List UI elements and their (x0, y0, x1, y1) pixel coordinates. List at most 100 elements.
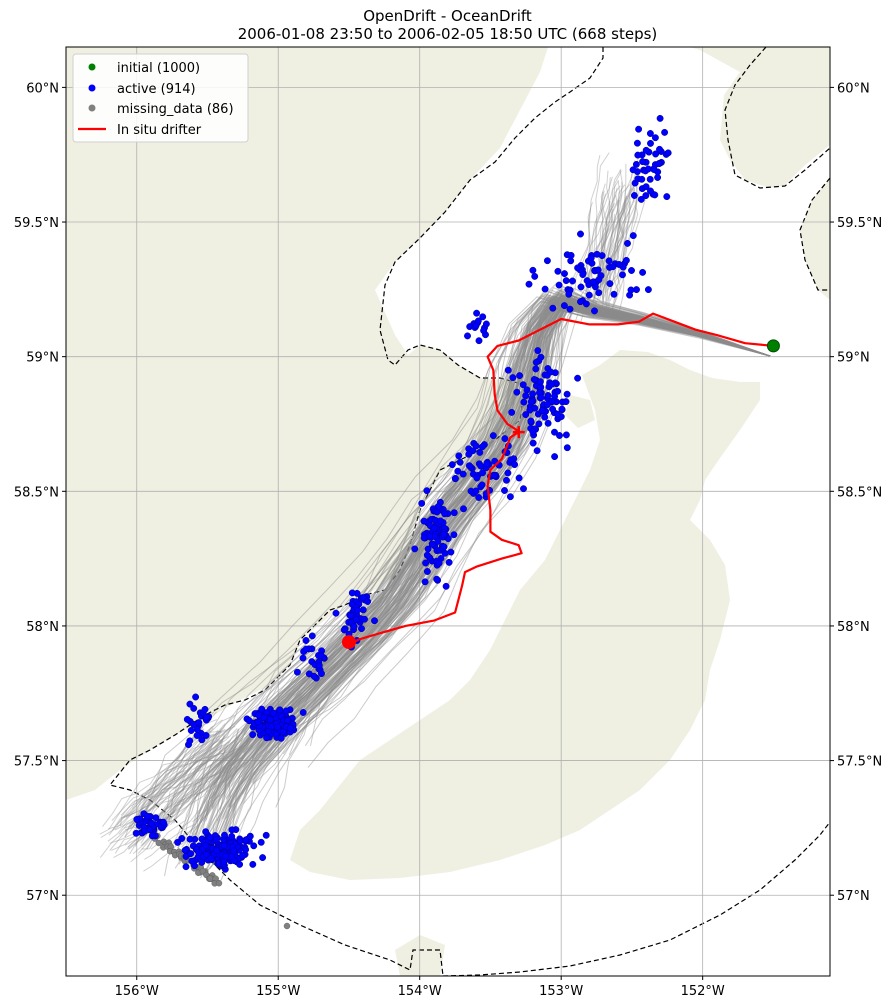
active-particle (262, 831, 270, 839)
active-particle (195, 719, 203, 727)
active-particle (555, 281, 563, 289)
active-particle (537, 394, 545, 402)
trajectory-line (587, 168, 622, 292)
active-particle (440, 531, 448, 539)
active-particle (520, 485, 527, 493)
missing-particle (215, 880, 223, 887)
trajectory-line (265, 289, 771, 724)
legend-label-active: active (914) (117, 82, 196, 97)
active-particle (501, 435, 509, 443)
legend-marker-initial (88, 63, 96, 71)
active-particle (652, 150, 660, 158)
active-particle (202, 828, 210, 836)
active-particle (629, 232, 637, 240)
legend-marker-missing (88, 104, 96, 112)
legend-box (72, 53, 249, 143)
active-particle (450, 531, 458, 539)
legend-label-initial: initial (1000) (117, 61, 200, 76)
active-particle (509, 374, 517, 382)
land-kodiak (290, 350, 760, 880)
active-particle (465, 462, 473, 470)
trajectory-line (129, 730, 221, 829)
active-particle (574, 374, 582, 382)
plot-frame (65, 46, 831, 977)
active-particle (440, 543, 448, 551)
trajectory-line (607, 186, 638, 301)
active-particle (270, 709, 278, 717)
active-particle (430, 524, 438, 532)
active-particle (577, 283, 585, 291)
trajectory-line (132, 735, 228, 833)
active-particle (445, 558, 453, 566)
active-particle (474, 317, 482, 325)
active-particle (352, 616, 360, 624)
active-particle (629, 166, 637, 174)
active-particle (433, 575, 441, 583)
active-particle (530, 376, 538, 383)
active-particle (661, 128, 669, 136)
active-particle (242, 846, 250, 854)
active-particle (479, 469, 487, 477)
trajectory-line (113, 740, 231, 859)
y-tick-label-right: 57°N (837, 889, 870, 904)
legend-label-drifter: In situ drifter (117, 123, 202, 138)
trajectory-line (222, 308, 771, 820)
land-mainland-east (690, 47, 830, 188)
drifter-waypoint-marker (512, 426, 525, 439)
active-particle (359, 594, 367, 602)
active-particle (293, 668, 301, 676)
active-particle (220, 842, 228, 850)
trajectory-line (131, 725, 236, 810)
active-particle (473, 309, 481, 317)
active-particle (551, 453, 559, 461)
trajectory-line (608, 188, 635, 291)
active-particle (411, 545, 419, 553)
legend-marker-active (88, 84, 96, 92)
active-particle (628, 267, 635, 274)
y-tick-label-right: 57.5°N (837, 755, 882, 770)
active-particle (529, 266, 537, 274)
active-particle (501, 487, 508, 494)
active-particle (203, 850, 210, 858)
trajectory-line (114, 740, 224, 831)
trajectory-line (178, 299, 771, 865)
trajectory-line (223, 302, 771, 777)
active-particle (178, 835, 186, 842)
active-particle (515, 474, 523, 482)
active-particle (371, 617, 378, 625)
active-particle (246, 832, 254, 840)
active-particle (182, 863, 190, 871)
active-particle (529, 428, 537, 436)
active-particle (637, 195, 645, 203)
active-particle (632, 160, 640, 168)
active-particle (206, 833, 214, 841)
active-particle (441, 510, 449, 518)
active-particle (257, 838, 265, 846)
active-particle (255, 711, 263, 719)
legend: initial (1000) active (914) missing_data… (72, 53, 249, 143)
active-particle (451, 474, 459, 482)
trajectory-line (593, 180, 638, 288)
active-particle (513, 388, 521, 396)
trajectory-line (108, 728, 238, 830)
active-particle (282, 707, 290, 715)
active-particle (562, 277, 570, 285)
trajectory-line (172, 292, 771, 791)
trajectory-line (102, 725, 214, 827)
active-particle (478, 443, 486, 451)
trajectory-line (599, 179, 621, 300)
active-particle (482, 320, 490, 328)
active-particle (556, 432, 563, 439)
active-particle (186, 700, 194, 708)
active-particle (476, 448, 484, 456)
trajectory-line (599, 169, 624, 290)
active-particle (532, 358, 540, 366)
active-particle (302, 637, 310, 644)
y-tick-label-left: 60°N (26, 81, 59, 96)
trajectory-line (215, 289, 771, 740)
active-particle (230, 847, 238, 855)
active-particle (284, 716, 292, 724)
trajectory-line (143, 760, 250, 872)
active-particle (647, 187, 654, 195)
